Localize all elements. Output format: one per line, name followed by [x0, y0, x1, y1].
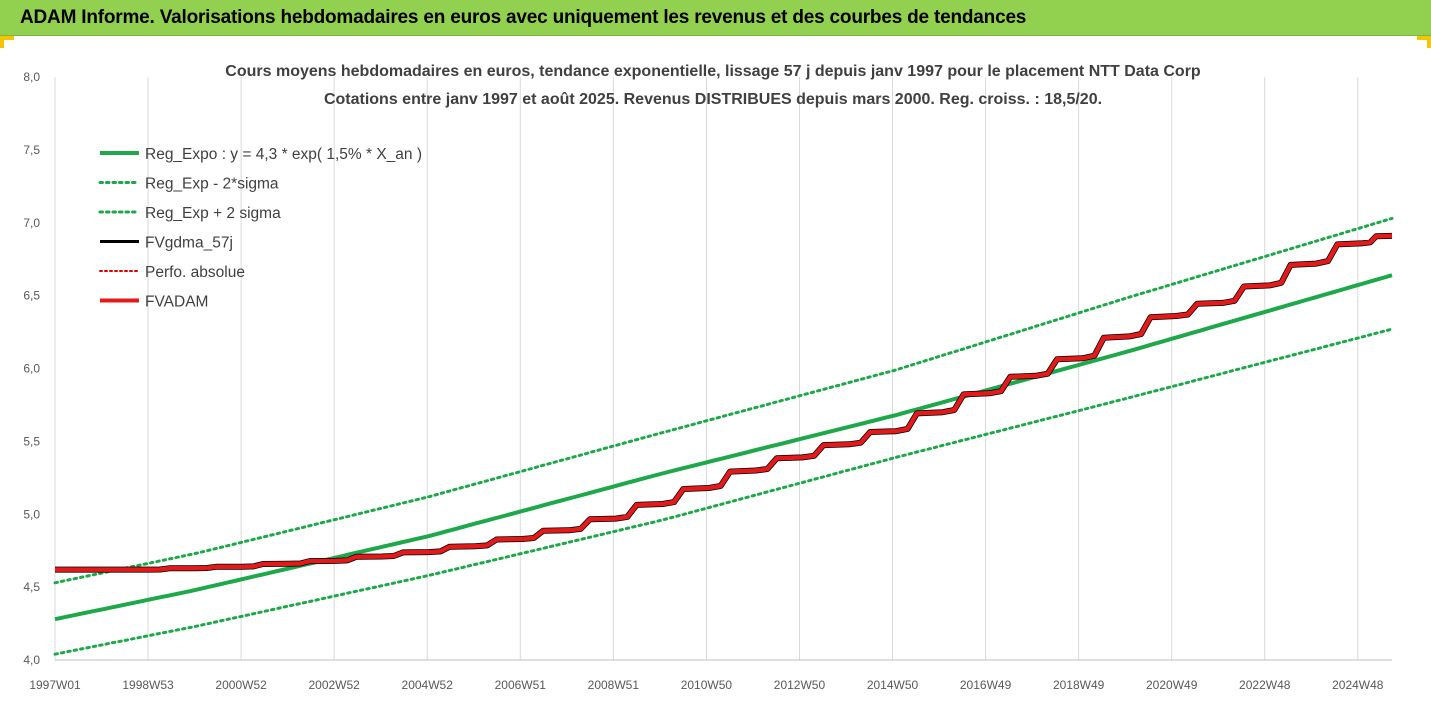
- x-tick-label: 2016W49: [960, 678, 1012, 692]
- legend-label-2: Reg_Exp + 2 sigma: [145, 205, 281, 222]
- x-tick-label: 2020W49: [1146, 678, 1198, 692]
- x-tick-label: 2008W51: [588, 678, 640, 692]
- series-reg-expo: [54, 273, 1393, 622]
- y-tick-label: 4,5: [23, 580, 40, 594]
- chart-svg: 4,0 4,5 5,0 5,5 6,0 6,5 7,0 7,5 8,0 1997W01 1998W…: [23, 63, 1394, 692]
- x-tick-label: 2022W48: [1239, 678, 1291, 692]
- report-banner-title: ADAM Informe. Valorisations hebdomadaire…: [20, 6, 1027, 28]
- report-banner: ADAM Informe. Valorisations hebdomadaire…: [0, 0, 1431, 36]
- corner-mark-left-h: [0, 36, 14, 40]
- chart-area: 4,0 4,5 5,0 5,5 6,0 6,5 7,0 7,5 8,0 1997W01 1998W…: [0, 37, 1431, 718]
- y-tick-label: 4,0: [23, 653, 40, 667]
- x-tick-label: 2024W48: [1332, 678, 1384, 692]
- x-tick-label: 1997W01: [29, 678, 81, 692]
- series-reg-exp-minus-2sigma: [53, 327, 1394, 656]
- series-reg-exp-plus-2sigma: [53, 216, 1394, 585]
- chart-title-line-2: Cotations entre janv 1997 et août 2025. …: [324, 91, 1102, 108]
- y-tick-label: 8,0: [23, 70, 40, 84]
- legend-label-3: FVgdma_57j: [145, 235, 233, 252]
- legend-label-4: Perfo. absolue: [145, 264, 245, 281]
- y-tick-label: 5,5: [23, 434, 40, 448]
- y-tick-label: 6,0: [23, 362, 40, 376]
- y-tick-label: 5,0: [23, 507, 40, 521]
- x-tick-label: 2014W50: [867, 678, 919, 692]
- y-tick-label: 6,5: [23, 289, 40, 303]
- y-tick-layer: 4,0 4,5 5,0 5,5 6,0 6,5 7,0 7,5 8,0: [23, 70, 40, 667]
- x-tick-label: 2010W50: [681, 678, 733, 692]
- legend: Reg_Expo : y = 4,3 * exp( 1,5% * X_an ) R…: [98, 146, 422, 311]
- x-tick-label: 2002W52: [308, 678, 360, 692]
- legend-label-5: FVADAM: [145, 294, 208, 311]
- chart-title-line-1: Cours moyens hebdomadaires en euros, ten…: [225, 63, 1201, 80]
- chart-title: Cours moyens hebdomadaires en euros, ten…: [225, 63, 1201, 108]
- series-fvadam: [55, 233, 1393, 572]
- x-tick-label: 1998W53: [122, 678, 174, 692]
- x-tick-label: 2006W51: [495, 678, 547, 692]
- corner-mark-right-h: [1417, 36, 1431, 40]
- corner-mark-left-v: [0, 36, 4, 48]
- legend-label-1: Reg_Exp - 2*sigma: [145, 176, 279, 193]
- x-tick-layer: 1997W01 1998W53 2000W52 2002W52 2004W52 2006W…: [29, 678, 1383, 692]
- series-layer: [53, 216, 1394, 656]
- y-tick-label: 7,0: [23, 216, 40, 230]
- series-fvgdma-57j: [55, 232, 1393, 573]
- grid-layer: [54, 77, 1392, 661]
- x-tick-label: 2012W50: [774, 678, 826, 692]
- x-tick-label: 2004W52: [402, 678, 454, 692]
- legend-label-0: Reg_Expo : y = 4,3 * exp( 1,5% * X_an ): [145, 146, 422, 163]
- corner-mark-right-v: [1427, 36, 1431, 48]
- x-tick-label: 2000W52: [215, 678, 267, 692]
- x-tick-label: 2018W49: [1053, 678, 1105, 692]
- y-tick-label: 7,5: [23, 143, 40, 157]
